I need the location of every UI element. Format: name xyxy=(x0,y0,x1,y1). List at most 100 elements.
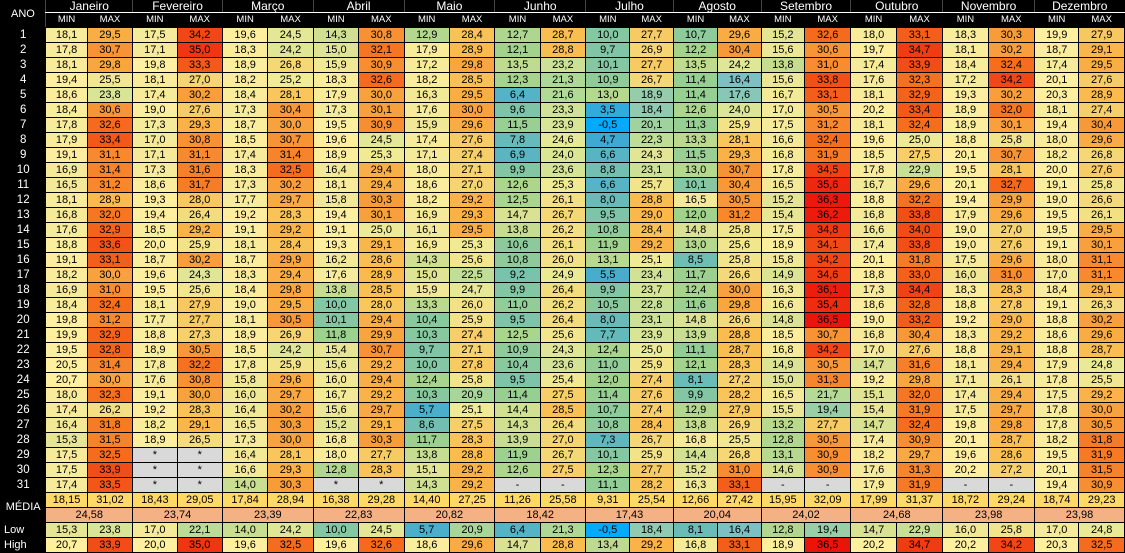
high-min-cell[interactable]: 20,0 xyxy=(132,537,178,553)
min-temp-cell[interactable]: 12,8 xyxy=(312,462,360,478)
max-temp-cell[interactable]: 35,0 xyxy=(176,42,223,58)
max-temp-cell[interactable]: 29,3 xyxy=(448,207,496,223)
high-max-cell[interactable]: 32,6 xyxy=(358,537,405,553)
min-temp-cell[interactable]: 13,8 xyxy=(312,282,360,298)
min-temp-cell[interactable]: 18,4 xyxy=(221,282,269,298)
max-temp-cell[interactable]: 29,1 xyxy=(1078,42,1125,58)
min-temp-cell[interactable]: 8,5 xyxy=(672,252,719,268)
max-temp-cell[interactable]: 31,1 xyxy=(1078,252,1125,268)
min-temp-cell[interactable]: 7,7 xyxy=(585,327,631,343)
max-temp-cell[interactable]: 29,9 xyxy=(987,192,1036,208)
max-temp-cell[interactable]: 25,8 xyxy=(448,372,496,388)
max-temp-cell[interactable]: 32,9 xyxy=(86,222,134,238)
max-temp-cell[interactable]: 32,4 xyxy=(86,297,134,313)
max-temp-cell[interactable]: 28,8 xyxy=(539,42,587,58)
low-max-cell[interactable]: 25,8 xyxy=(987,522,1036,538)
min-temp-cell[interactable]: 18,1 xyxy=(45,192,88,208)
low-min-cell[interactable]: 15,3 xyxy=(45,522,88,538)
min-temp-cell[interactable]: 17,4 xyxy=(403,132,450,148)
min-temp-cell[interactable]: 11,0 xyxy=(494,297,541,313)
max-temp-cell[interactable]: 32,2 xyxy=(176,357,223,373)
max-temp-cell[interactable]: 34,2 xyxy=(803,342,852,358)
max-temp-cell[interactable]: 31,9 xyxy=(895,477,944,493)
min-temp-cell[interactable]: 7,3 xyxy=(585,432,631,448)
min-temp-cell[interactable]: 18,3 xyxy=(221,42,269,58)
max-temp-cell[interactable]: 30,0 xyxy=(176,387,223,403)
max-temp-cell[interactable]: 34,6 xyxy=(803,267,852,283)
high-max-cell[interactable]: 34,7 xyxy=(895,537,944,553)
average-value-cell[interactable]: 29,23 xyxy=(1078,492,1125,508)
max-temp-cell[interactable]: 30,7 xyxy=(267,132,314,148)
max-temp-cell[interactable]: 30,2 xyxy=(176,87,223,103)
max-temp-cell[interactable]: 30,5 xyxy=(803,432,852,448)
high-max-cell[interactable]: 29,6 xyxy=(448,537,496,553)
max-temp-cell[interactable]: 26,0 xyxy=(448,297,496,313)
max-temp-cell[interactable]: 25,7 xyxy=(629,177,674,193)
max-temp-cell[interactable]: 29,7 xyxy=(358,402,405,418)
min-temp-cell[interactable]: 16,8 xyxy=(672,432,719,448)
min-temp-cell[interactable]: 14,3 xyxy=(403,252,450,268)
max-temp-cell[interactable]: 29,6 xyxy=(987,207,1036,223)
min-temp-cell[interactable]: 18,0 xyxy=(403,162,450,178)
max-temp-cell[interactable]: 26,8 xyxy=(1078,147,1125,163)
average-value-cell[interactable]: 14,40 xyxy=(403,492,450,508)
max-temp-cell[interactable]: 29,2 xyxy=(267,222,314,238)
min-temp-cell[interactable]: 17,5 xyxy=(942,252,989,268)
max-temp-cell[interactable]: 24,9 xyxy=(539,267,587,283)
min-temp-cell[interactable]: 15,3 xyxy=(45,432,88,448)
min-temp-cell[interactable]: 18,3 xyxy=(312,72,360,88)
min-temp-cell[interactable]: 16,8 xyxy=(760,147,805,163)
max-temp-cell[interactable]: 31,6 xyxy=(176,162,223,178)
min-temp-cell[interactable]: 18,8 xyxy=(942,342,989,358)
max-temp-cell[interactable]: 30,3 xyxy=(358,192,405,208)
min-temp-cell[interactable]: 18,5 xyxy=(221,132,269,148)
max-temp-cell[interactable]: 27,2 xyxy=(987,462,1036,478)
min-temp-cell[interactable]: 14,3 xyxy=(494,417,541,433)
min-temp-cell[interactable]: 10,7 xyxy=(585,402,631,418)
min-temp-cell[interactable]: 17,9 xyxy=(312,87,360,103)
max-temp-cell[interactable]: 28,9 xyxy=(358,267,405,283)
max-temp-cell[interactable]: 34,8 xyxy=(803,222,852,238)
max-temp-cell[interactable]: 23,1 xyxy=(629,312,674,328)
max-temp-cell[interactable]: 32,4 xyxy=(895,117,944,133)
max-temp-cell[interactable]: 26,2 xyxy=(86,402,134,418)
min-temp-cell[interactable]: 11,5 xyxy=(494,117,541,133)
max-temp-cell[interactable]: 33,3 xyxy=(176,57,223,73)
max-temp-cell[interactable]: 25,9 xyxy=(629,357,674,373)
max-temp-cell[interactable]: 31,1 xyxy=(86,147,134,163)
min-temp-cell[interactable]: 18,9 xyxy=(760,237,805,253)
max-temp-cell[interactable]: 29,2 xyxy=(358,357,405,373)
max-temp-cell[interactable]: 29,6 xyxy=(895,177,944,193)
min-temp-cell[interactable]: 17,4 xyxy=(850,432,897,448)
max-temp-cell[interactable]: 26,5 xyxy=(176,432,223,448)
max-temp-cell[interactable]: 27,5 xyxy=(895,147,944,163)
high-min-cell[interactable]: 20,2 xyxy=(942,537,989,553)
min-temp-cell[interactable]: 17,5 xyxy=(942,402,989,418)
min-temp-cell[interactable]: 19,1 xyxy=(1034,177,1080,193)
min-temp-cell[interactable]: 17,4 xyxy=(132,87,178,103)
min-temp-cell[interactable]: 18,1 xyxy=(221,237,269,253)
min-temp-cell[interactable]: 17,5 xyxy=(45,462,88,478)
max-temp-cell[interactable]: 25,1 xyxy=(629,252,674,268)
min-temp-cell[interactable]: 13,1 xyxy=(585,252,631,268)
min-temp-cell[interactable]: 12,8 xyxy=(760,432,805,448)
min-temp-cell[interactable]: 17,5 xyxy=(760,222,805,238)
min-temp-cell[interactable]: 8,0 xyxy=(585,192,631,208)
max-temp-cell[interactable]: * xyxy=(176,447,223,463)
low-min-cell[interactable]: 14,7 xyxy=(850,522,897,538)
average-value-cell[interactable]: 27,42 xyxy=(717,492,762,508)
max-temp-cell[interactable]: 25,3 xyxy=(358,147,405,163)
min-temp-cell[interactable]: 17,7 xyxy=(132,312,178,328)
min-temp-cell[interactable]: 17,1 xyxy=(132,147,178,163)
min-temp-cell[interactable]: 10,3 xyxy=(403,387,450,403)
min-temp-cell[interactable]: 13,8 xyxy=(672,417,719,433)
high-min-cell[interactable]: 16,8 xyxy=(672,537,719,553)
max-temp-cell[interactable]: 31,0 xyxy=(803,57,852,73)
min-temp-cell[interactable]: 10,1 xyxy=(672,177,719,193)
max-temp-cell[interactable]: 32,3 xyxy=(895,72,944,88)
max-temp-cell[interactable]: 30,8 xyxy=(176,132,223,148)
max-temp-cell[interactable]: 28,3 xyxy=(358,462,405,478)
max-temp-cell[interactable]: 24,2 xyxy=(267,42,314,58)
max-temp-cell[interactable]: 28,0 xyxy=(358,297,405,313)
min-temp-cell[interactable]: 11,8 xyxy=(312,327,360,343)
